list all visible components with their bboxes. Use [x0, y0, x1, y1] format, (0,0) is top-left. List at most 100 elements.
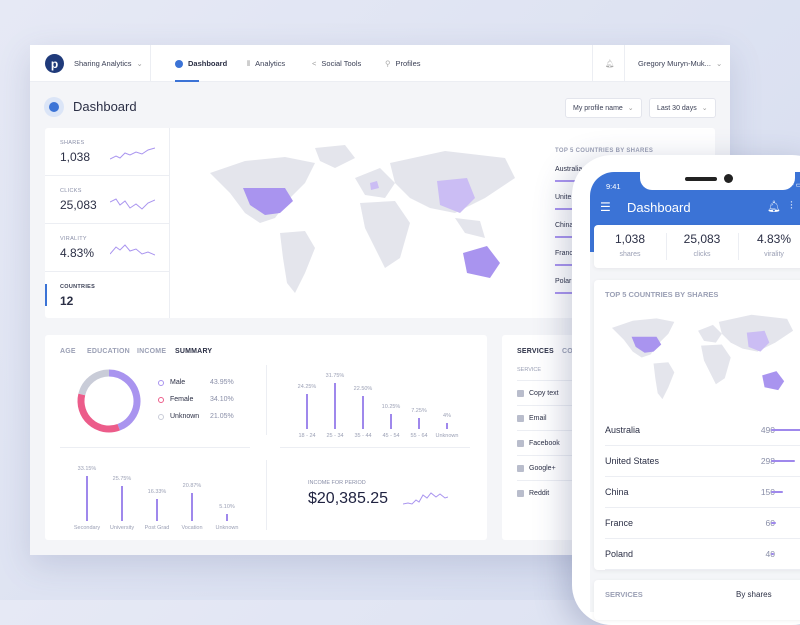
profile-select[interactable]: My profile name ⌄ [565, 98, 642, 118]
logo-icon: p [45, 54, 64, 73]
tab-summary[interactable]: SUMMARY [175, 348, 213, 355]
country-row[interactable]: Poland 40 [605, 539, 800, 570]
mobile-top-countries-card: TOP 5 COUNTRIES BY SHARES Australia 490 Un… [594, 280, 800, 570]
country-name[interactable]: Polar [555, 278, 572, 285]
legend-dot [158, 380, 164, 386]
country-row[interactable]: France 60 [605, 508, 800, 539]
country-name: France [605, 518, 634, 528]
bar[interactable] [121, 485, 123, 521]
tab-income[interactable]: INCOME [137, 348, 167, 355]
menu-icon[interactable]: ☰ [600, 200, 611, 214]
mobile-stat-label: shares [619, 251, 641, 258]
sparkline [110, 244, 155, 256]
map-region-france[interactable] [370, 181, 379, 190]
stat-clicks[interactable]: CLICKS 25,083 [45, 176, 170, 224]
stat-virality[interactable]: VIRALITY 4.83% [45, 224, 170, 272]
mobile-top-countries-title: TOP 5 COUNTRIES BY SHARES [605, 290, 719, 299]
bar-label: Secondary [73, 525, 101, 531]
tab-co[interactable]: CO [562, 348, 573, 355]
brand-switcher[interactable]: p Sharing Analytics ⌄ [45, 45, 143, 82]
bell-icon[interactable]: 🔔︎ [767, 201, 781, 213]
bar[interactable] [418, 418, 420, 429]
email-icon [517, 414, 524, 422]
stat-shares[interactable]: SHARES 1,038 [45, 128, 170, 176]
map-region-united-states[interactable] [243, 188, 293, 215]
donut-slice-male[interactable] [108, 369, 141, 431]
bar[interactable] [390, 414, 392, 429]
chevron-down-icon: ⌄ [701, 105, 708, 112]
bar[interactable] [334, 382, 336, 429]
bar[interactable] [86, 475, 88, 521]
bar[interactable] [226, 514, 228, 521]
tab-profiles[interactable]: ⚲ Profiles [385, 59, 421, 68]
mobile-services-bar[interactable]: SERVICES By shares [594, 580, 800, 620]
divider [738, 233, 739, 260]
demographics-card: AGE EDUCATION INCOME SUMMARY Male 43.95% F… [45, 335, 487, 540]
service-label: Email [529, 414, 547, 422]
bar-value: 20.87% [182, 482, 202, 489]
bar-value: 10.25% [381, 404, 401, 411]
country-bar [771, 521, 776, 525]
country-name[interactable]: Unite [555, 194, 572, 201]
bar[interactable] [362, 396, 364, 429]
service-row[interactable]: Copy text [517, 380, 577, 405]
legend-value: 21.05% [210, 413, 234, 420]
tab-services[interactable]: SERVICES [517, 348, 554, 355]
bar[interactable] [156, 498, 158, 521]
country-row[interactable]: Australia 490 [605, 415, 800, 446]
service-row[interactable]: Reddit [517, 480, 577, 505]
legend-label: Male [170, 379, 186, 386]
period-select[interactable]: Last 30 days ⌄ [649, 98, 716, 118]
bar[interactable] [306, 393, 308, 429]
tab-age[interactable]: AGE [60, 348, 76, 355]
mobile-world-map [611, 314, 794, 400]
tab-analytics[interactable]: ⫴ Analytics [247, 58, 286, 69]
status-time: 9:41 [606, 182, 621, 191]
sort-select[interactable]: By shares [736, 590, 772, 599]
tab-dashboard[interactable]: Dashboard [175, 45, 227, 82]
bar[interactable] [446, 423, 448, 429]
service-row[interactable]: Google+ [517, 455, 577, 480]
user-menu[interactable]: Gregory Muryn-Muk... ⌄ [638, 59, 723, 68]
bar-label: Vocation [181, 525, 203, 531]
filter-icon[interactable]: ⫶ [790, 200, 793, 212]
bar-value: 5.10% [219, 504, 235, 511]
service-row[interactable]: Email [517, 405, 577, 430]
donut-slice-unknown[interactable] [78, 369, 110, 396]
mobile-stat-label: virality [764, 251, 784, 258]
mobile-phone-mockup: 9:41 ▂▄▆ ◠ ▭ ☰ Dashboard 🔔︎ ⫶ 1,038 share… [572, 155, 800, 625]
country-name[interactable]: China [555, 222, 574, 229]
bar-value: 33.15% [77, 465, 97, 472]
bar-value: 31.75% [325, 372, 345, 379]
tab-social-tools[interactable]: < Social Tools [312, 59, 362, 68]
country-name[interactable]: Franc [555, 250, 573, 257]
sparkline [110, 147, 155, 160]
legend-dot [158, 414, 164, 420]
legend-value: 43.95% [210, 379, 234, 386]
country-name[interactable]: Australia [555, 166, 583, 173]
country-bar [771, 428, 800, 432]
tab-education[interactable]: EDUCATION [87, 348, 130, 355]
top-countries-title: TOP 5 COUNTRIES BY SHARES [555, 148, 654, 154]
stat-countries[interactable]: COUNTRIES 12 [45, 272, 170, 318]
service-row[interactable]: Facebook [517, 430, 577, 455]
country-value: 298 [760, 456, 775, 466]
page-title: Dashboard [73, 99, 137, 114]
top-nav: p Sharing Analytics ⌄ Dashboard ⫴ Analyti… [30, 45, 730, 82]
bar[interactable] [191, 492, 193, 521]
donut-slice-female[interactable] [77, 393, 120, 433]
map-region-china[interactable] [437, 178, 475, 213]
mobile-stat-value: 4.83% [756, 232, 792, 246]
country-bar [555, 180, 575, 182]
country-row[interactable]: China 150 [605, 477, 800, 508]
sparkline [110, 198, 155, 210]
chevron-down-icon: ⌄ [136, 59, 143, 68]
map-region-australia[interactable] [463, 246, 500, 278]
world-map [210, 145, 515, 293]
chevron-down-icon: ⌄ [715, 59, 723, 68]
notifications-button[interactable]: 🔔︎ [605, 45, 615, 82]
country-row[interactable]: United States 298 [605, 446, 800, 477]
legend-label: Female [170, 396, 194, 403]
country-bar [771, 552, 775, 556]
bar-label: Unknown [435, 433, 459, 439]
